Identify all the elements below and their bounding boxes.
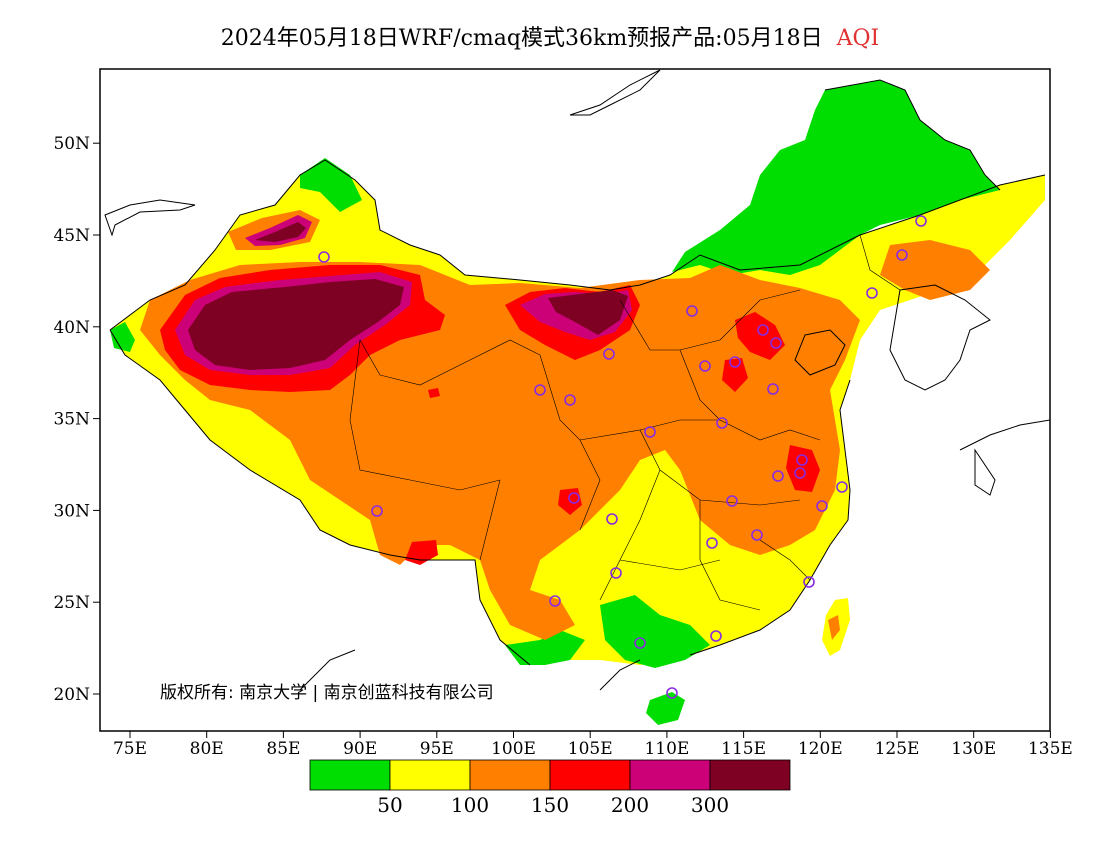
aqi-region-good-hainan bbox=[646, 692, 685, 725]
station-marker bbox=[610, 567, 622, 579]
station-marker bbox=[866, 287, 878, 299]
aqi-region-unhealthy-qinghai-dot bbox=[428, 388, 440, 398]
lon-tick-label: 100E bbox=[491, 739, 536, 759]
station-marker bbox=[318, 251, 330, 263]
aqi-region-good-northeast bbox=[672, 80, 1000, 275]
legend-swatch bbox=[469, 759, 551, 791]
station-marker bbox=[666, 687, 678, 699]
lon-tick-label: 80E bbox=[190, 739, 224, 759]
aqi-legend: 50 100 150 200 300 bbox=[309, 759, 791, 817]
province-borders bbox=[349, 234, 901, 611]
station-marker bbox=[686, 305, 698, 317]
aqi-region-good-yunnan bbox=[505, 630, 585, 665]
lon-tick-label: 115E bbox=[721, 739, 766, 759]
station-marker bbox=[803, 576, 815, 588]
lat-tick-label: 40N bbox=[53, 318, 90, 338]
aqi-region-hazardous-tarim bbox=[188, 279, 404, 370]
legend-swatch bbox=[309, 759, 391, 791]
station-marker bbox=[757, 324, 769, 336]
map-title-variable: AQI bbox=[836, 26, 880, 51]
station-marker bbox=[772, 470, 784, 482]
legend-label: 100 bbox=[451, 793, 489, 817]
station-marker bbox=[915, 215, 927, 227]
legend-label: 50 bbox=[377, 793, 402, 817]
lat-tick-label: 20N bbox=[53, 685, 90, 705]
station-marker bbox=[644, 426, 656, 438]
lat-tick-label: 50N bbox=[53, 134, 90, 154]
map-area bbox=[104, 69, 1050, 725]
station-marker bbox=[751, 529, 763, 541]
station-marker bbox=[564, 394, 576, 406]
legend-swatch bbox=[709, 759, 791, 791]
map-frame bbox=[99, 68, 1051, 732]
lat-tick-label: 35N bbox=[53, 410, 90, 430]
map-title: 2024年05月18日WRF/cmaq模式36km预报产品:05月18日 AQI bbox=[0, 20, 1100, 52]
legend-label: 200 bbox=[611, 793, 649, 817]
lon-tick-label: 110E bbox=[644, 739, 689, 759]
station-marker bbox=[836, 481, 848, 493]
station-marker bbox=[726, 495, 738, 507]
aqi-region-good-westend bbox=[110, 322, 135, 352]
lon-tick-label: 85E bbox=[266, 739, 300, 759]
station-marker bbox=[568, 492, 580, 504]
lat-tick-label: 25N bbox=[53, 593, 90, 613]
station-markers bbox=[318, 215, 927, 699]
lon-tick-label: 75E bbox=[113, 739, 147, 759]
lon-tick-label: 120E bbox=[798, 739, 843, 759]
legend-swatch bbox=[389, 759, 471, 791]
lat-tick-label: 45N bbox=[53, 226, 90, 246]
legend-swatch bbox=[629, 759, 711, 791]
station-marker bbox=[794, 467, 806, 479]
station-marker bbox=[606, 513, 618, 525]
map-title-main: 2024年05月18日WRF/cmaq模式36km预报产品:05月18日 bbox=[220, 26, 823, 51]
station-marker bbox=[729, 356, 741, 368]
station-marker bbox=[770, 337, 782, 349]
station-marker bbox=[716, 417, 728, 429]
station-marker bbox=[767, 383, 779, 395]
station-marker bbox=[710, 630, 722, 642]
lon-axis: 75E 80E 85E 90E 95E 100E 105E 110E 115E 120E 125E 1… bbox=[113, 731, 1073, 759]
legend-swatch bbox=[549, 759, 631, 791]
station-marker bbox=[699, 360, 711, 372]
aqi-region-usg-taiwan bbox=[828, 615, 840, 640]
station-marker bbox=[706, 537, 718, 549]
aqi-region-hazardous-ili bbox=[255, 222, 306, 242]
legend-label: 300 bbox=[691, 793, 729, 817]
map-outlines bbox=[104, 69, 1050, 691]
lon-tick-label: 135E bbox=[1028, 739, 1073, 759]
station-marker bbox=[816, 500, 828, 512]
aqi-region-unhealthy-beijing bbox=[735, 312, 785, 360]
lon-tick-label: 130E bbox=[951, 739, 996, 759]
station-marker bbox=[534, 384, 546, 396]
copyright-text: 版权所有: 南京大学 | 南京创蓝科技有限公司 bbox=[160, 683, 494, 703]
aqi-region-hazardous-alxa bbox=[548, 290, 628, 335]
lat-axis: 20N 25N 30N 35N 40N 45N 50N bbox=[53, 134, 100, 705]
aqi-region-unhealthy-hebei bbox=[722, 358, 748, 392]
station-marker bbox=[371, 505, 383, 517]
station-marker bbox=[603, 348, 615, 360]
aqi-region-good-altai bbox=[300, 158, 362, 212]
legend-label: 150 bbox=[531, 793, 569, 817]
lon-tick-label: 125E bbox=[875, 739, 920, 759]
station-marker bbox=[796, 454, 808, 466]
station-marker bbox=[896, 249, 908, 261]
lon-tick-label: 95E bbox=[420, 739, 454, 759]
lon-tick-label: 90E bbox=[343, 739, 377, 759]
station-marker bbox=[634, 637, 646, 649]
lon-tick-label: 105E bbox=[568, 739, 613, 759]
station-marker bbox=[549, 595, 561, 607]
lat-tick-label: 30N bbox=[53, 501, 90, 521]
aqi-region-good-south bbox=[600, 595, 710, 668]
